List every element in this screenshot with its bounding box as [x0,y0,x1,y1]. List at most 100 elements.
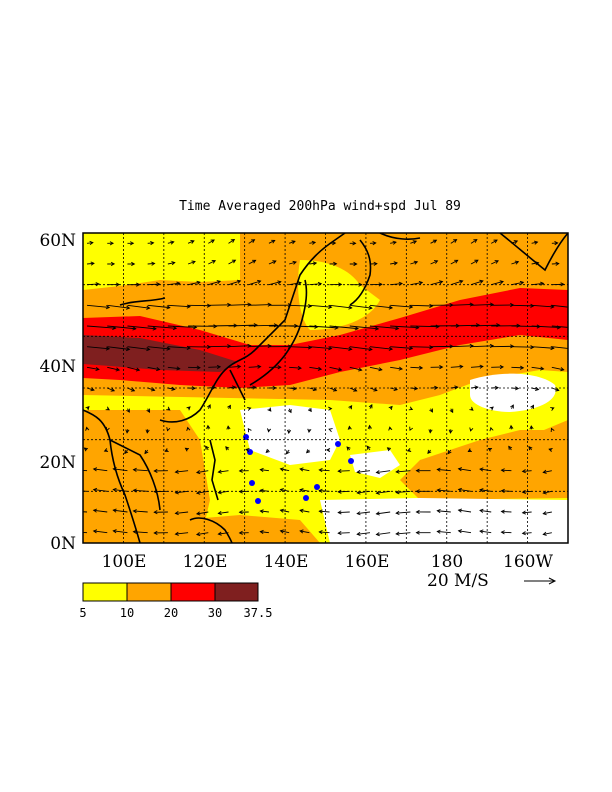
wind-vector-head [433,260,439,264]
wind-vector-head [457,467,463,472]
wind-vector [228,259,236,265]
wind-vector-head [560,367,565,372]
coastline-inland-lake [119,297,166,306]
wind-vector [329,325,359,330]
wind-vector-head [354,326,359,331]
colorbar: 5 10 20 30 37.5 [79,582,272,620]
wind-vector-head [415,530,420,535]
coastline-alaska [499,233,568,272]
wind-vector [430,260,438,265]
wind-vector-head [408,304,414,309]
wind-vector [175,470,189,473]
x-tick-label: 180 [431,552,463,572]
wind-vector-head [151,261,156,266]
wind-vector [551,366,564,371]
wind-vector [501,531,512,534]
wind-vector-head [299,529,304,534]
x-tick-label: 100E [102,552,147,572]
wind-vector-head [247,302,252,307]
wind-vector-head [434,385,439,390]
wind-vector [218,490,229,494]
low-marker [348,458,354,464]
wind-vector-head [238,468,243,473]
wind-vector-head [236,279,242,284]
wind-vector-head [418,365,424,370]
wind-vector-head [530,404,534,409]
wind-vector [289,387,297,390]
wind-vector-head [348,404,353,410]
wind-vector-head [172,326,178,331]
wind-vector [248,345,271,348]
wind-vector [289,346,312,348]
wind-vector-head [95,282,100,287]
wind-vector [410,261,418,265]
wind-vector [107,387,115,392]
y-tick-label: 0N [50,534,76,554]
wind-vector-head [238,510,243,515]
wind-vector [83,531,88,534]
wind-vector [551,304,568,308]
wind-vector [289,261,297,265]
wind-vector-head [110,387,116,392]
wind-vector-head [454,385,459,390]
wind-vector-head [259,529,264,535]
wind-vector-head [191,260,196,265]
wind-vector-head [174,531,179,536]
wind-vector [491,260,499,265]
wind-vector-head [195,470,201,475]
wind-vector [390,241,397,244]
wind-vector [437,510,451,513]
wind-vector [133,510,148,513]
wind-vector-head [247,343,252,348]
wind-vector [357,532,371,535]
wind-vector-head [132,467,137,472]
x-tick-label: 160E [345,552,390,572]
wind-vector-head [126,408,130,413]
wind-vector-head [540,366,545,371]
wind-vector-head [348,305,353,310]
wind-vector-head [151,387,156,392]
wind-vector [300,468,310,472]
colorbar-box-5-10 [82,582,128,602]
wind-vector [329,304,352,309]
wind-vector-head [328,428,333,433]
wind-vector-head [554,241,559,246]
wind-vector [113,468,128,472]
wind-vector-head [92,508,98,513]
wind-vector [268,239,275,244]
wind-vector [147,242,154,244]
wind-vector [376,470,391,473]
wind-vector [309,325,338,329]
vector-key: 20 M/S [427,571,557,591]
wind-vector-head [156,367,161,372]
wind-vector-head [555,261,560,266]
wind-vector [167,282,180,286]
vector-key-label: 20 M/S [427,571,489,591]
wind-vector-head [555,387,560,392]
wind-vector-head [267,343,272,349]
wind-vector-head [479,508,484,513]
wind-vector-head [328,406,333,411]
wind-vector-head [487,447,493,452]
wind-vector [113,509,128,513]
wind-vector-head [367,424,372,429]
wind-vector [369,325,399,329]
wind-vector [551,346,568,349]
wind-vector-head [542,511,547,516]
wind-vector [376,511,391,515]
wind-vector [208,304,231,306]
wind-vector-head [307,304,313,309]
wind-vector [531,366,544,370]
wind-vector [93,509,108,513]
wind-vector [147,325,177,329]
wind-vector [349,387,357,392]
wind-vector-head [257,364,262,369]
wind-vector-head [347,425,352,430]
wind-vector [511,366,524,369]
wind-vector-head [395,326,400,331]
wind-vector-head [500,530,505,535]
wind-vector-head [489,406,494,411]
wind-vector-head [469,406,474,411]
wind-vector-head [132,509,137,514]
wind-vector-head [388,305,394,310]
